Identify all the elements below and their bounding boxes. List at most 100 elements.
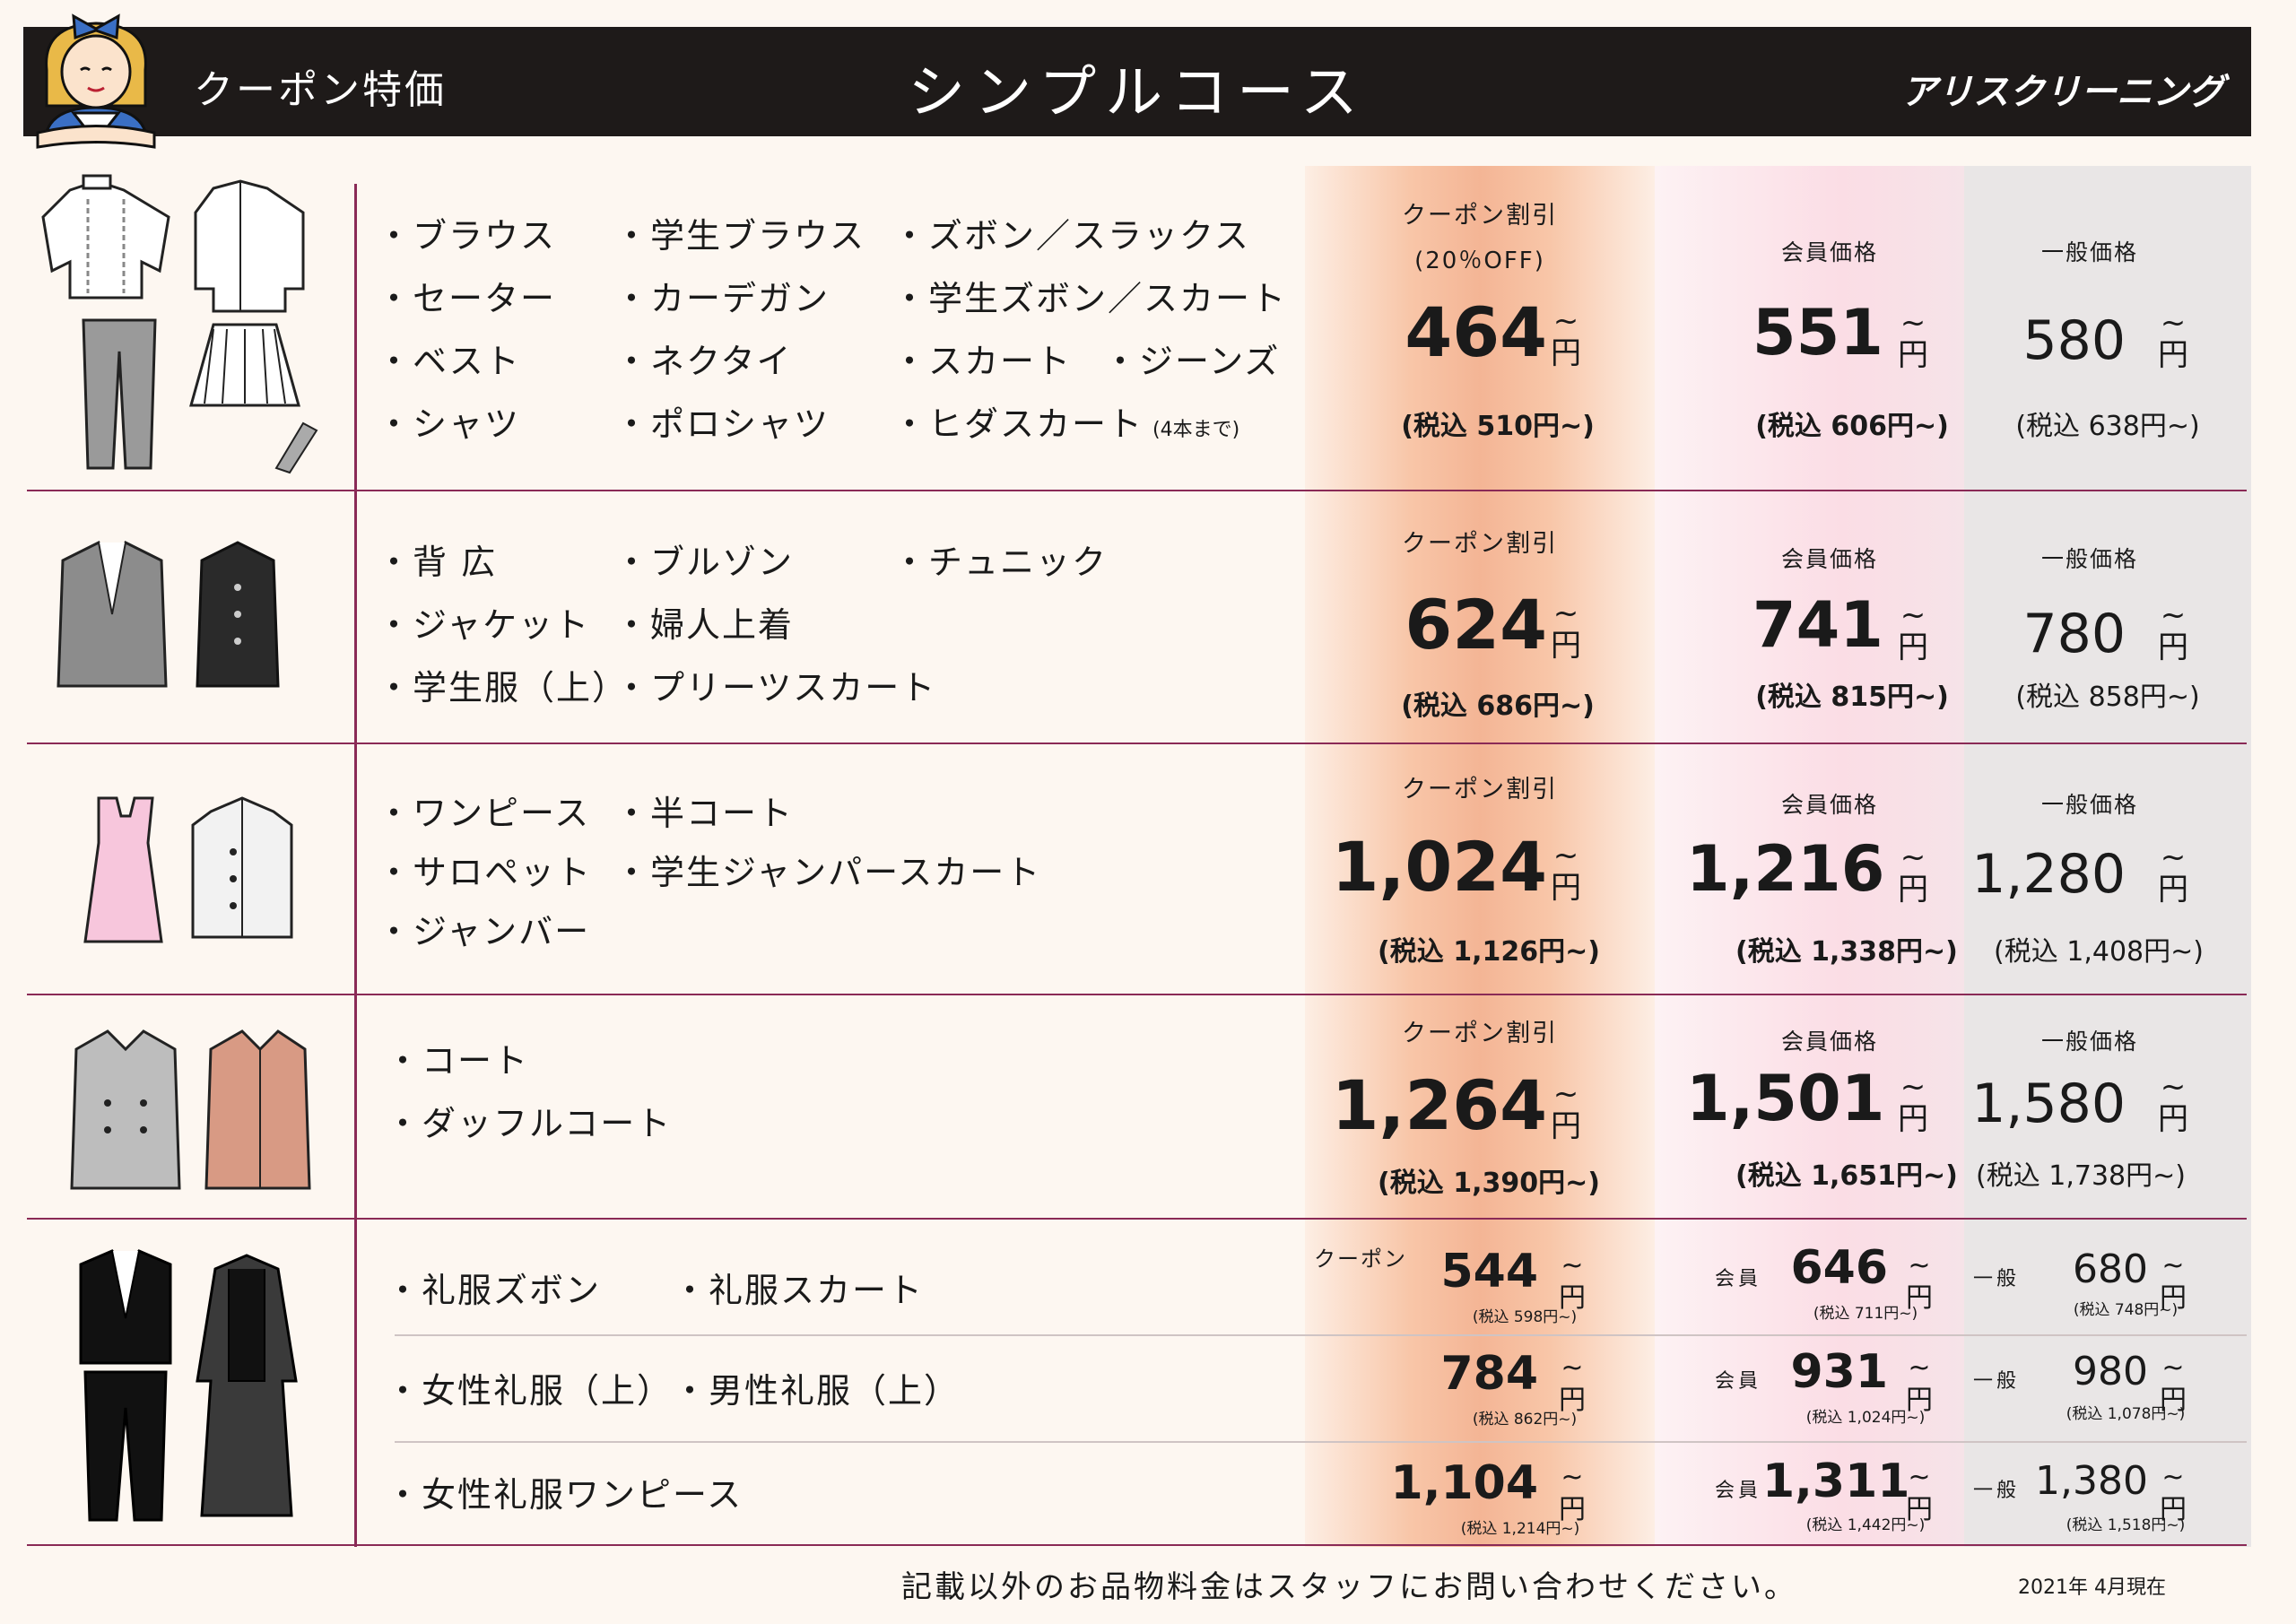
member-label: 会員価格	[1780, 239, 1878, 265]
item-formal-pants: ・礼服ズボン	[386, 1271, 602, 1310]
item-formal-skirt: ・礼服スカート	[673, 1271, 925, 1310]
item-polo: ・ポロシャツ	[614, 404, 831, 444]
coupon-label: クーポン割引	[1402, 202, 1558, 230]
footer-note: 記載以外のお品物料金はスタッフにお問い合わせください。	[901, 1569, 1797, 1605]
item-pleats-skirt: ・プリーツスカート	[614, 668, 937, 708]
item-jumper: ・ジャンバー	[377, 912, 591, 951]
coupon-price: 624	[1405, 585, 1547, 664]
yen-mark: ~ 円	[2158, 597, 2188, 665]
member-price: 1,501	[1686, 1062, 1885, 1135]
member-tax: (税込 606円~)	[1755, 411, 1949, 442]
item-womens-formal: ・女性礼服（上）	[386, 1371, 674, 1411]
row-divider	[395, 1334, 2247, 1336]
general-label: 一般価格	[2040, 546, 2138, 572]
garment-group-1-icon	[41, 174, 318, 474]
formal-general-tax: (税込 1,518円~)	[2066, 1516, 2186, 1534]
yen-mark: ~ 円	[1559, 1352, 1586, 1416]
formal-general-tax: (税込 748円~)	[2073, 1301, 2179, 1319]
item-slacks: ・ズボン／スラックス	[892, 216, 1250, 256]
coupon-label: クーポン割引	[1402, 776, 1558, 803]
coupon-label: クーポン割引	[1402, 1020, 1558, 1047]
general-tax: (税込 638円~)	[2015, 411, 2200, 442]
item-note: (4本まで)	[1152, 419, 1240, 441]
general-price: 780	[2022, 603, 2126, 665]
header-left-label: クーポン特価	[194, 67, 447, 113]
formal-coupon-tax: (税込 862円~)	[1472, 1411, 1578, 1429]
member-short-label: 会員	[1715, 1370, 1762, 1393]
coupon-price: 1,024	[1331, 827, 1547, 907]
coupon-tax: (税込 1,390円~)	[1378, 1168, 1600, 1199]
garment-group-2-icon	[57, 540, 280, 688]
item-jeans: ・ジーンズ	[1103, 342, 1281, 381]
yen-mark: ~ 円	[1559, 1462, 1586, 1525]
yen-mark: ~ 円	[2160, 1352, 2187, 1416]
formal-coupon-tax: (税込 598円~)	[1472, 1308, 1578, 1326]
member-short-label: 会員	[1715, 1268, 1762, 1290]
item-pleated-skirt: ・ヒダスカート (4本まで)	[892, 404, 1240, 444]
yen-mark: ~ 円	[1898, 305, 1928, 373]
general-label: 一般価格	[2040, 1029, 2138, 1055]
yen-mark: ~ 円	[1898, 839, 1928, 908]
general-price: 1,580	[1971, 1073, 2126, 1135]
section-divider	[27, 1544, 2247, 1546]
item-necktie: ・ネクタイ	[614, 342, 793, 381]
brand-logo: アリスクリーニング	[1901, 72, 2224, 113]
item-onepiece: ・ワンピース	[377, 794, 591, 833]
item-suit: ・背 広	[377, 543, 498, 582]
general-short-label: 一般	[1973, 1370, 2021, 1393]
section-divider	[27, 1218, 2247, 1220]
general-short-label: 一般	[1973, 1480, 2021, 1502]
formal-member-tax: (税込 1,442円~)	[1805, 1516, 1926, 1534]
item-mens-formal: ・男性礼服（上）	[673, 1371, 961, 1411]
coupon-tax: (税込 510円~)	[1401, 411, 1595, 442]
row-divider	[395, 1441, 2247, 1443]
item-jacket: ・ジャケット	[377, 605, 591, 645]
garment-group-3-icon	[83, 796, 293, 943]
yen-mark: ~ 円	[1898, 597, 1928, 665]
header-bar: クーポン特価 シンプルコース アリスクリーニング	[23, 27, 2251, 136]
general-price: 1,280	[1971, 843, 2126, 906]
general-short-label: 一般	[1973, 1268, 2021, 1290]
item-ladies-jacket: ・婦人上着	[614, 605, 795, 645]
yen-mark: ~ 円	[2158, 1069, 2188, 1137]
general-band	[1964, 166, 2251, 1547]
yen-mark: ~ 円	[2158, 839, 2188, 908]
item-formal-onepiece: ・女性礼服ワンピース	[386, 1475, 744, 1515]
formal-member-tax: (税込 1,024円~)	[1805, 1409, 1926, 1427]
yen-mark: ~ 円	[1551, 838, 1581, 906]
yen-mark: ~ 円	[1898, 1069, 1928, 1137]
member-band	[1655, 166, 1964, 1547]
item-duffle-coat: ・ダッフルコート	[386, 1104, 673, 1143]
coupon-off-label: (20％OFF)	[1414, 248, 1545, 274]
member-price: 551	[1752, 296, 1883, 369]
garment-group-4-icon	[70, 1029, 311, 1190]
coupon-band	[1305, 166, 1655, 1547]
yen-mark: ~ 円	[1906, 1250, 1933, 1314]
member-price: 741	[1752, 588, 1883, 662]
item-sweater: ・セーター	[377, 279, 557, 318]
mascot-girl-icon	[36, 13, 156, 149]
item-half-coat: ・半コート	[614, 794, 795, 833]
yen-mark: ~ 円	[1906, 1352, 1933, 1416]
yen-mark: ~ 円	[2160, 1462, 2187, 1525]
member-tax: (税込 815円~)	[1755, 682, 1949, 713]
member-label: 会員価格	[1780, 792, 1878, 818]
formal-general-price: 1,380	[2035, 1458, 2148, 1504]
formal-coupon-price: 544	[1440, 1245, 1538, 1298]
formal-member-tax: (税込 711円~)	[1813, 1305, 1918, 1323]
formal-coupon-price: 1,104	[1390, 1456, 1538, 1510]
item-student-uniform: ・学生服（上）	[377, 668, 629, 708]
item-coat: ・コート	[386, 1041, 530, 1081]
price-bands	[1305, 166, 2251, 1547]
general-label: 一般価格	[2040, 239, 2138, 265]
item-student-pants: ・学生ズボン／スカート	[892, 279, 1288, 318]
member-tax: (税込 1,338円~)	[1735, 936, 1958, 968]
item-blouson: ・ブルゾン	[614, 543, 795, 582]
coupon-price: 464	[1405, 292, 1547, 372]
general-tax: (税込 1,408円~)	[1994, 936, 2204, 968]
item-tunic: ・チュニック	[892, 543, 1109, 582]
coupon-short-label: クーポン	[1314, 1246, 1407, 1272]
coupon-label: クーポン割引	[1402, 530, 1558, 558]
item-vest: ・ベスト	[377, 342, 521, 381]
coupon-price: 1,264	[1331, 1065, 1547, 1145]
